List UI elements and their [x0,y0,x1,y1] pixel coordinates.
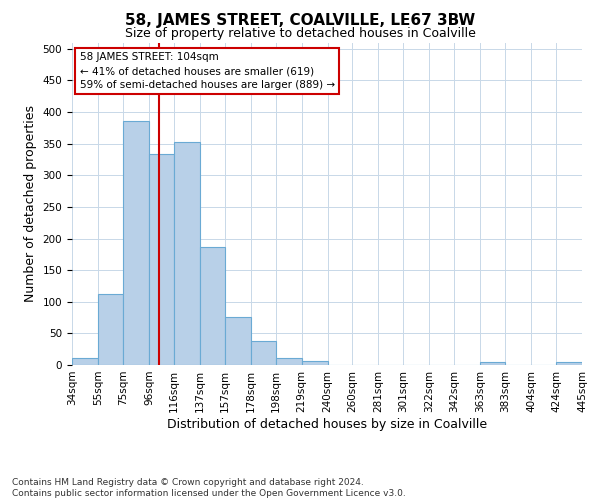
Bar [200,248,224,365]
X-axis label: Distribution of detached houses by size in Coalville: Distribution of detached houses by size … [167,418,487,430]
Text: 58 JAMES STREET: 104sqm
← 41% of detached houses are smaller (619)
59% of semi-d: 58 JAMES STREET: 104sqm ← 41% of detache… [80,52,335,90]
Bar [275,358,302,365]
Bar [174,142,200,365]
Bar [224,317,251,365]
Bar [556,362,582,365]
Bar [98,294,123,365]
Text: 58, JAMES STREET, COALVILLE, LE67 3BW: 58, JAMES STREET, COALVILLE, LE67 3BW [125,12,475,28]
Bar [149,154,174,365]
Bar [72,358,98,365]
Y-axis label: Number of detached properties: Number of detached properties [24,106,37,302]
Bar [123,121,149,365]
Text: Contains HM Land Registry data © Crown copyright and database right 2024.
Contai: Contains HM Land Registry data © Crown c… [12,478,406,498]
Bar [302,361,328,365]
Text: Size of property relative to detached houses in Coalville: Size of property relative to detached ho… [125,28,475,40]
Bar [480,362,505,365]
Bar [251,341,275,365]
